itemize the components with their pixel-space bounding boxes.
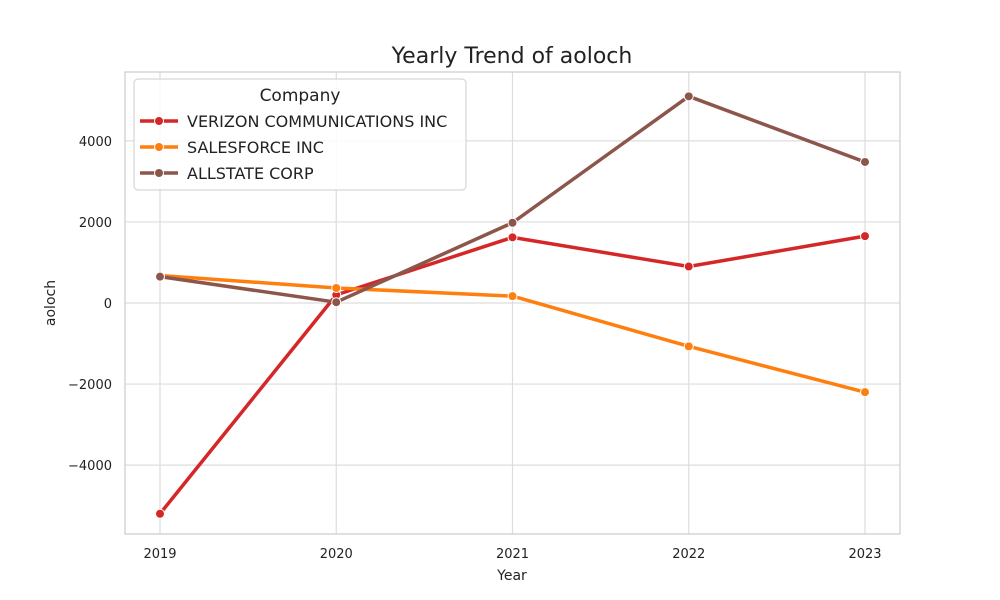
legend-entry-label: SALESFORCE INC <box>187 138 324 157</box>
legend-marker <box>155 169 164 178</box>
data-point <box>861 157 870 166</box>
x-tick-label: 2021 <box>496 547 529 562</box>
data-point <box>508 233 517 242</box>
x-tick-label: 2020 <box>320 547 353 562</box>
data-point <box>861 388 870 397</box>
legend-marker <box>155 143 164 152</box>
legend: Company VERIZON COMMUNICATIONS INC SALESF… <box>134 79 466 190</box>
legend-title: Company <box>260 86 341 106</box>
data-point <box>861 232 870 241</box>
data-point <box>156 272 165 281</box>
x-tick-label: 2022 <box>672 547 705 562</box>
x-tick-label: 2023 <box>848 547 881 562</box>
data-point <box>332 284 341 293</box>
y-tick-label: 4000 <box>79 135 112 150</box>
data-point <box>332 298 341 307</box>
x-axis-label: Year <box>496 568 527 584</box>
ticks: 2019 2020 2021 2022 2023 −4000 −2000 0 2000 4000 <box>68 135 882 562</box>
data-point <box>684 342 693 351</box>
legend-marker <box>155 117 164 126</box>
data-point <box>684 262 693 271</box>
legend-entry-label: ALLSTATE CORP <box>187 164 314 183</box>
y-tick-label: 2000 <box>79 216 112 231</box>
x-tick-label: 2019 <box>143 547 176 562</box>
data-point <box>508 292 517 301</box>
data-point <box>684 92 693 101</box>
y-tick-label: −2000 <box>68 378 112 393</box>
y-axis-label: aoloch <box>43 280 59 326</box>
y-tick-label: −4000 <box>68 459 112 474</box>
y-tick-label: 0 <box>104 297 112 312</box>
chart-title: Yearly Trend of aoloch <box>391 44 633 69</box>
data-point <box>508 218 517 227</box>
legend-entry-label: VERIZON COMMUNICATIONS INC <box>187 112 447 131</box>
data-point <box>156 509 165 518</box>
